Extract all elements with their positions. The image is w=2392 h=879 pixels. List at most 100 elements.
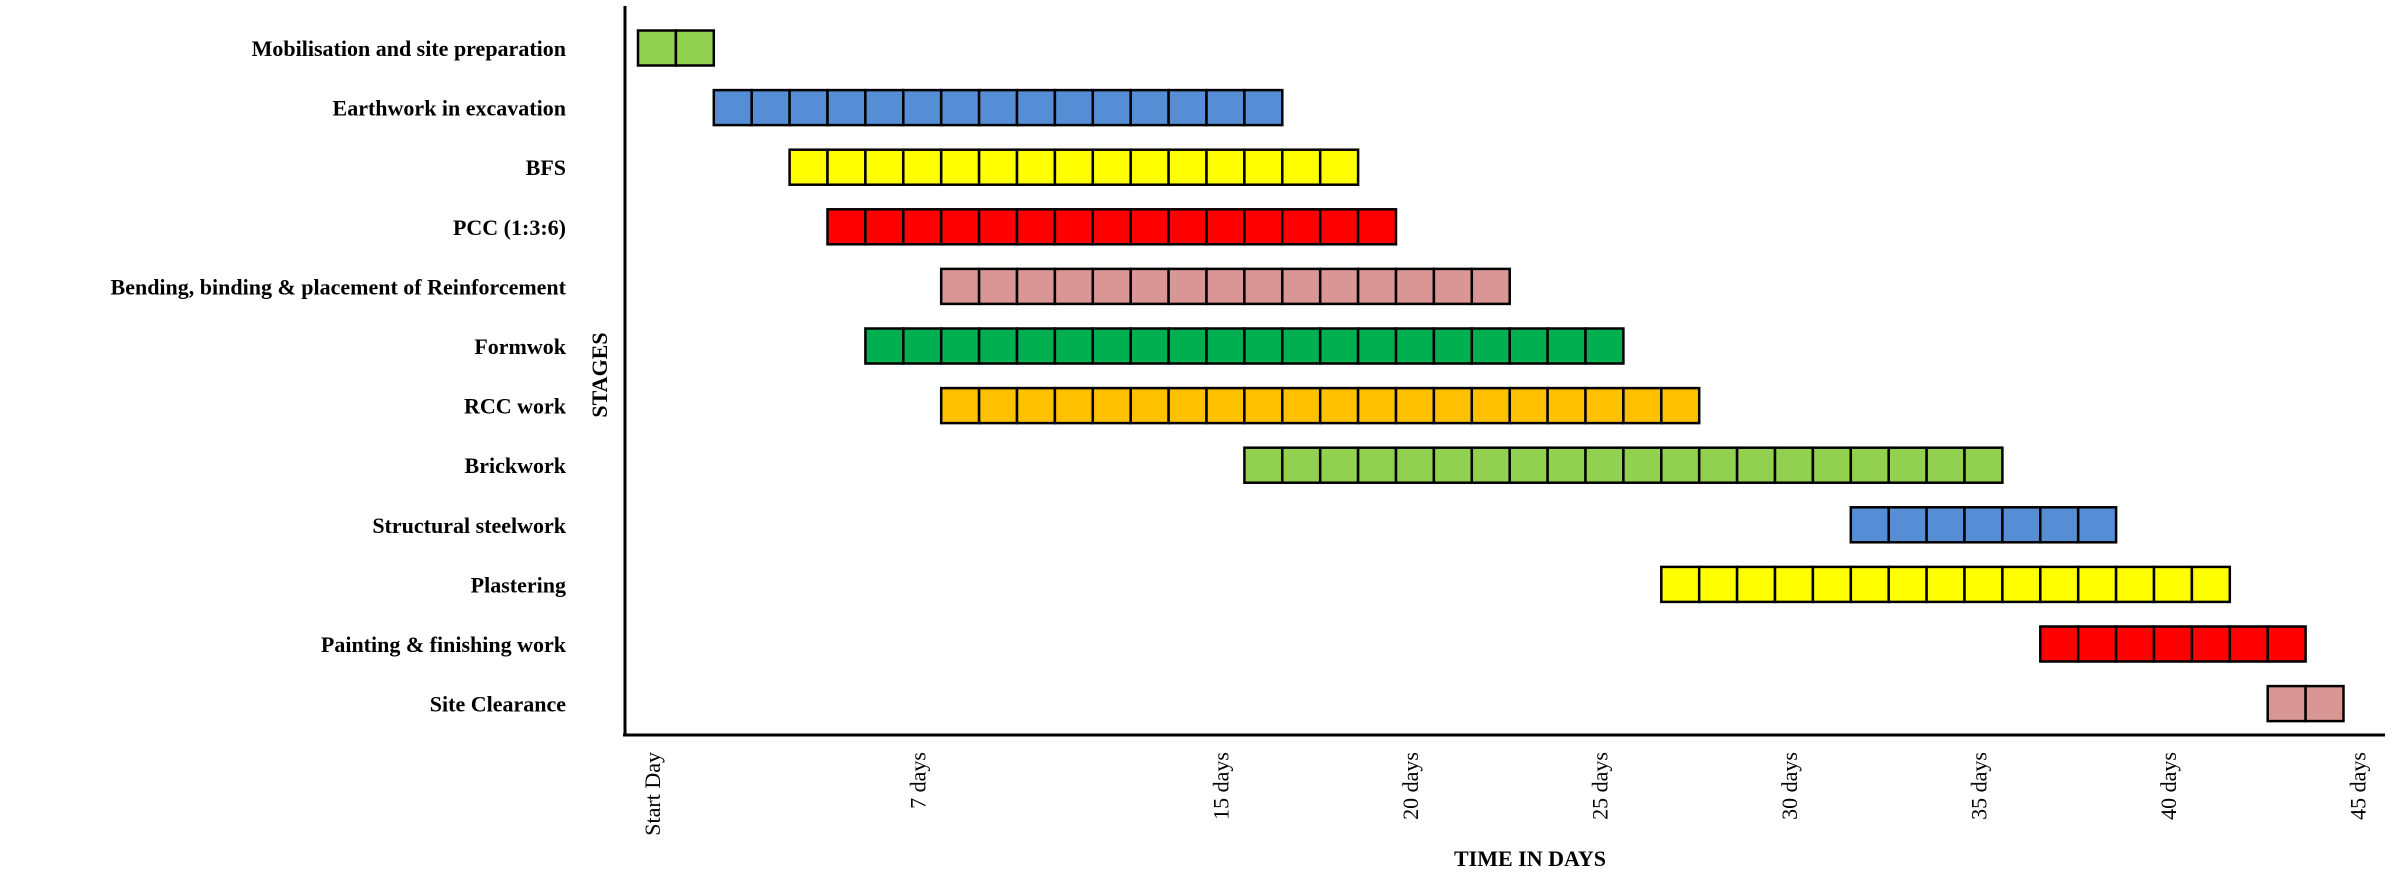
gantt-bar-cell <box>1432 386 1474 425</box>
gantt-bar-cell <box>1129 386 1170 425</box>
gantt-bar-cell <box>864 88 905 127</box>
gantt-bar-cell <box>1394 446 1436 484</box>
gantt-bar-cell <box>2001 565 2042 604</box>
gantt-bar-cell <box>2152 625 2194 663</box>
gantt-bar-cell <box>1243 88 1284 127</box>
stage-label: BFS <box>526 155 566 180</box>
gantt-bar-cell <box>1508 327 1549 365</box>
gantt-bar-cell <box>1546 327 1587 365</box>
gantt-bar-cell <box>864 327 905 365</box>
gantt-bar-cell <box>1849 565 1890 604</box>
gantt-bar-cell <box>1318 446 1360 484</box>
gantt-bar-cell <box>1508 446 1549 484</box>
gantt-bar-cell <box>1318 208 1360 246</box>
gantt-bar-cell <box>1318 386 1360 425</box>
gantt-bar-cell <box>1015 267 1057 306</box>
gantt-bar-cell <box>788 148 829 186</box>
gantt-bar-cell <box>1811 565 1853 604</box>
gantt-bar-cell <box>1849 446 1890 484</box>
gantt-bar-cell <box>1129 148 1170 186</box>
x-axis-title: TIME IN DAYS <box>1454 846 1606 871</box>
gantt-bar-cell <box>1205 327 1246 365</box>
stage-label: Formwok <box>474 334 566 359</box>
stage-label: PCC (1:3:6) <box>453 215 566 240</box>
gantt-bar-cell <box>1584 386 1625 425</box>
x-tick-label: 20 days <box>1398 752 1423 820</box>
gantt-bar-cell <box>1091 208 1132 246</box>
gantt-bar-cell <box>902 88 943 127</box>
gantt-bar-cell <box>1281 267 1322 306</box>
gantt-bar <box>636 29 716 67</box>
x-tick-labels: Start Day 7 days 15 days 20 days 25 days 30 d… <box>640 752 2371 836</box>
gantt-bar-cell <box>1963 446 2004 484</box>
gantt-bar-cell <box>977 208 1019 246</box>
gantt-bar <box>2266 684 2345 723</box>
gantt-bar-cell <box>1015 148 1057 186</box>
stage-label: Earthwork in excavation <box>333 96 566 121</box>
gantt-bar-cell <box>1281 386 1322 425</box>
gantt-bar-cell <box>2304 684 2345 723</box>
gantt-bar-cell <box>1584 446 1625 484</box>
gantt-bar <box>788 148 1360 186</box>
gantt-bar-cell <box>1773 565 1815 604</box>
gantt-bar-cell <box>1091 327 1132 365</box>
gantt-bar-cell <box>1129 267 1170 306</box>
gantt-bar-cell <box>1735 446 1777 484</box>
gantt-bar-cell <box>2076 565 2118 604</box>
gantt-bar-cell <box>1015 386 1057 425</box>
gantt-bar-cell <box>977 88 1019 127</box>
gantt-bar-cell <box>977 386 1019 425</box>
x-tick-label: 35 days <box>1967 752 1992 820</box>
gantt-bar-cell <box>1735 565 1777 604</box>
gantt-bar-cell <box>826 208 867 246</box>
gantt-bar-cell <box>1243 327 1284 365</box>
gantt-bar-cell <box>1281 327 1322 365</box>
gantt-bar-cell <box>2039 625 2080 663</box>
gantt-bar-cell <box>1432 267 1474 306</box>
gantt-bar-cell <box>1660 565 1701 604</box>
gantt-bar-cell <box>1356 208 1398 246</box>
gantt-bar-cell <box>939 148 981 186</box>
gantt-bar-cell <box>939 208 981 246</box>
gantt-bar-cell <box>977 327 1019 365</box>
gantt-bar-cell <box>864 208 905 246</box>
x-tick-label: 15 days <box>1209 752 1234 820</box>
bars-layer <box>636 29 2345 723</box>
gantt-bar <box>1660 565 2232 604</box>
gantt-bar-cell <box>1356 386 1398 425</box>
gantt-bar <box>826 208 1398 246</box>
gantt-bar-cell <box>2190 625 2232 663</box>
gantt-bar-cell <box>1470 327 1511 365</box>
gantt-bar-cell <box>2266 684 2307 723</box>
gantt-bar-cell <box>1925 565 1966 604</box>
gantt-bar-cell <box>1243 148 1284 186</box>
gantt-bar-cell <box>1622 386 1663 425</box>
gantt-bar-cell <box>1129 88 1170 127</box>
gantt-bar-cell <box>2152 565 2194 604</box>
gantt-bar-cell <box>712 88 753 127</box>
gantt-bar-cell <box>1394 386 1436 425</box>
gantt-bar-cell <box>1281 208 1322 246</box>
gantt-bar-cell <box>1394 327 1436 365</box>
gantt-bar-cell <box>1243 386 1284 425</box>
gantt-bar <box>1243 446 2004 484</box>
gantt-bar-cell <box>1773 446 1815 484</box>
gantt-bar-cell <box>1091 267 1132 306</box>
gantt-bar-cell <box>2114 625 2156 663</box>
gantt-bar <box>1849 506 2118 544</box>
gantt-bar-cell <box>1697 446 1739 484</box>
stage-label: Painting & finishing work <box>321 632 567 657</box>
gantt-bar-cell <box>2076 506 2118 544</box>
gantt-bar-cell <box>1091 148 1132 186</box>
gantt-bar-cell <box>636 29 678 67</box>
gantt-bar-cell <box>1470 446 1511 484</box>
gantt-bar-cell <box>977 148 1019 186</box>
gantt-bar-cell <box>1318 327 1360 365</box>
gantt-bar-cell <box>1432 327 1474 365</box>
gantt-bar-cell <box>1205 88 1246 127</box>
gantt-bar-cell <box>1318 148 1360 186</box>
gantt-bar-cell <box>750 88 791 127</box>
gantt-bar-cell <box>2039 565 2080 604</box>
gantt-bar-cell <box>1167 327 1208 365</box>
